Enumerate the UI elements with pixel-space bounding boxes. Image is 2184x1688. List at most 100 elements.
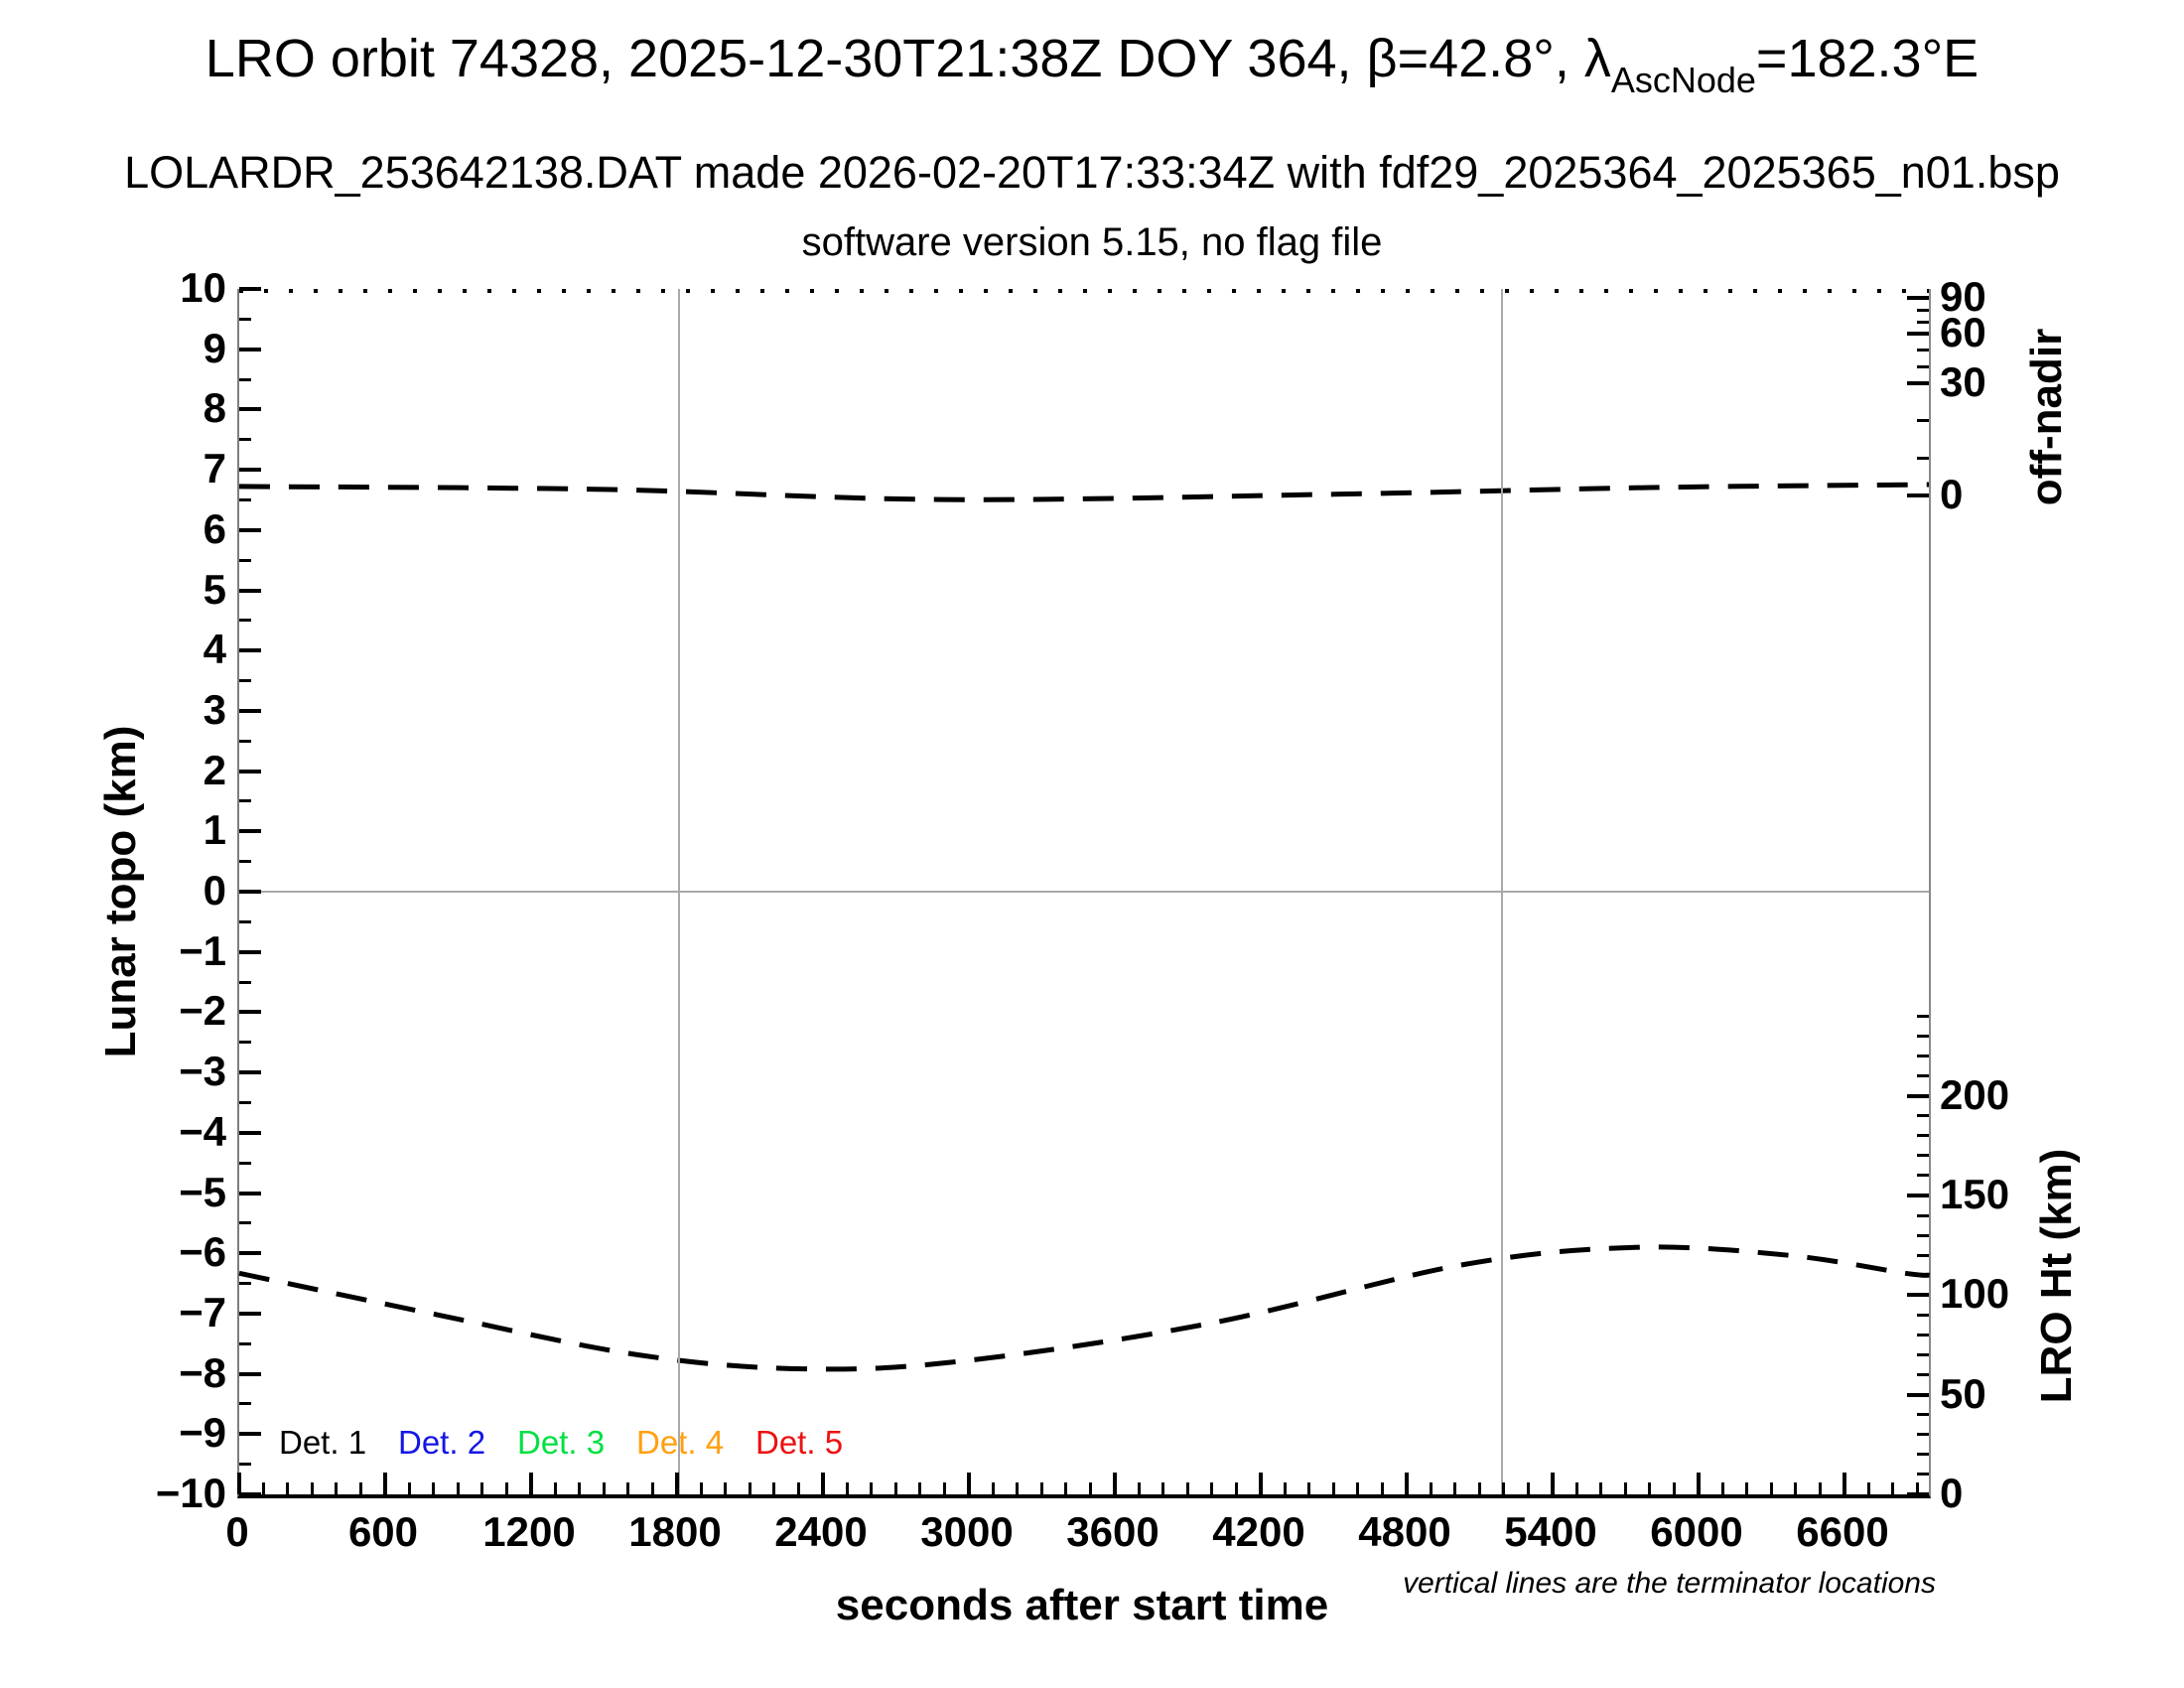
x-major-tick	[237, 1473, 241, 1494]
y-major-tick	[239, 1251, 261, 1256]
y-axis-tick-label: 1	[203, 806, 226, 854]
offnadir-major-tick	[1907, 295, 1929, 300]
y-minor-tick	[239, 1463, 251, 1467]
y-axis-title-lro-ht: LRO Ht (km)	[2032, 1148, 2081, 1404]
y-major-tick	[239, 347, 261, 352]
ht-tick-label: 200	[1940, 1070, 2010, 1118]
x-minor-tick	[504, 1482, 508, 1494]
x-minor-tick	[918, 1482, 922, 1494]
x-minor-tick	[1234, 1482, 1238, 1494]
terminator-note: vertical lines are the terminator locati…	[1403, 1567, 1936, 1600]
x-minor-tick	[650, 1482, 654, 1494]
y-axis-tick-label: −3	[179, 1048, 226, 1095]
x-axis-tick-label: 5400	[1504, 1508, 1597, 1555]
x-minor-tick	[724, 1482, 728, 1494]
x-minor-tick	[1574, 1482, 1578, 1494]
x-minor-tick	[1648, 1482, 1652, 1494]
y-minor-tick	[239, 739, 251, 743]
y-minor-tick	[239, 558, 251, 562]
ht-minor-tick	[1917, 1114, 1929, 1118]
x-minor-tick	[1502, 1482, 1506, 1494]
x-minor-tick	[942, 1482, 946, 1494]
x-minor-tick	[1623, 1482, 1627, 1494]
ht-minor-tick	[1917, 1233, 1929, 1237]
x-major-tick	[1404, 1473, 1409, 1494]
y-axis-tick-label: −10	[155, 1470, 226, 1516]
x-minor-tick	[407, 1482, 411, 1494]
offnadir-tick-label: 30	[1940, 357, 1986, 405]
offnadir-minor-tick	[1917, 308, 1929, 312]
y-axis-tick-label: 7	[203, 445, 226, 492]
ht-minor-tick	[1917, 1433, 1929, 1437]
x-minor-tick	[1064, 1482, 1068, 1494]
ht-tick-label: 50	[1940, 1369, 1986, 1417]
x-minor-tick	[1866, 1482, 1870, 1494]
offnadir-major-tick	[1907, 332, 1929, 337]
x-minor-tick	[772, 1482, 776, 1494]
x-axis-tick-label: 2400	[774, 1508, 868, 1555]
y-major-tick	[239, 468, 261, 473]
ht-minor-tick	[1917, 1253, 1929, 1257]
offnadir-major-tick	[1907, 492, 1929, 497]
y-minor-tick	[239, 497, 251, 501]
y-major-tick	[239, 287, 261, 291]
subtitle-software-version: software version 5.15, no flag file	[801, 220, 1383, 264]
zero-reference-line	[239, 891, 1929, 893]
ht-minor-tick	[1917, 1034, 1929, 1038]
x-minor-tick	[626, 1482, 630, 1494]
x-major-tick	[1112, 1473, 1117, 1494]
ht-minor-tick	[1917, 1413, 1929, 1417]
x-major-tick	[1842, 1473, 1846, 1494]
x-minor-tick	[1331, 1482, 1335, 1494]
y-axis-tick-label: −6	[179, 1228, 226, 1276]
x-minor-tick	[1745, 1482, 1749, 1494]
ht-minor-tick	[1917, 1174, 1929, 1178]
x-minor-tick	[1380, 1482, 1384, 1494]
y-major-tick	[239, 890, 261, 894]
y-major-tick	[239, 1070, 261, 1075]
x-axis-tick-label: 6600	[1796, 1508, 1889, 1555]
y-minor-tick	[239, 919, 251, 923]
y-major-tick	[239, 1191, 261, 1196]
y-minor-tick	[239, 1341, 251, 1345]
y-minor-tick	[239, 438, 251, 442]
offnadir-tick-label: 90	[1940, 272, 1986, 320]
x-major-tick	[1550, 1473, 1555, 1494]
ht-tick-label: 0	[1940, 1470, 1964, 1516]
ht-minor-tick	[1917, 1353, 1929, 1357]
x-major-tick	[674, 1473, 679, 1494]
x-axis-tick-label: 3600	[1066, 1508, 1160, 1555]
x-minor-tick	[602, 1482, 606, 1494]
x-minor-tick	[261, 1482, 265, 1494]
x-minor-tick	[1161, 1482, 1165, 1494]
y-major-tick	[239, 1492, 261, 1496]
y-major-tick	[239, 1311, 261, 1316]
offnadir-minor-tick	[1917, 320, 1929, 324]
ht-major-tick	[1907, 1492, 1929, 1496]
x-minor-tick	[456, 1482, 460, 1494]
y-minor-tick	[239, 679, 251, 683]
y-minor-tick	[239, 980, 251, 984]
x-minor-tick	[553, 1482, 557, 1494]
ht-major-tick	[1907, 1194, 1929, 1197]
x-minor-tick	[286, 1482, 290, 1494]
y-minor-tick	[239, 1282, 251, 1286]
x-major-tick	[1258, 1473, 1263, 1494]
ht-tick-label: 100	[1940, 1270, 2010, 1318]
y-axis-tick-label: 2	[203, 746, 226, 793]
ht-minor-tick	[1917, 1074, 1929, 1078]
ht-major-tick	[1907, 1293, 1929, 1298]
y-axis-tick-label: 3	[203, 685, 226, 733]
x-minor-tick	[480, 1482, 484, 1494]
x-minor-tick	[358, 1482, 362, 1494]
ht-minor-tick	[1917, 1453, 1929, 1457]
y-minor-tick	[239, 860, 251, 864]
x-minor-tick	[578, 1482, 582, 1494]
y-major-tick	[239, 407, 261, 412]
x-minor-tick	[1599, 1482, 1603, 1494]
x-minor-tick	[1794, 1482, 1798, 1494]
x-minor-tick	[1283, 1482, 1287, 1494]
x-minor-tick	[1088, 1482, 1092, 1494]
ht-minor-tick	[1917, 1014, 1929, 1018]
y-major-tick	[239, 588, 261, 593]
